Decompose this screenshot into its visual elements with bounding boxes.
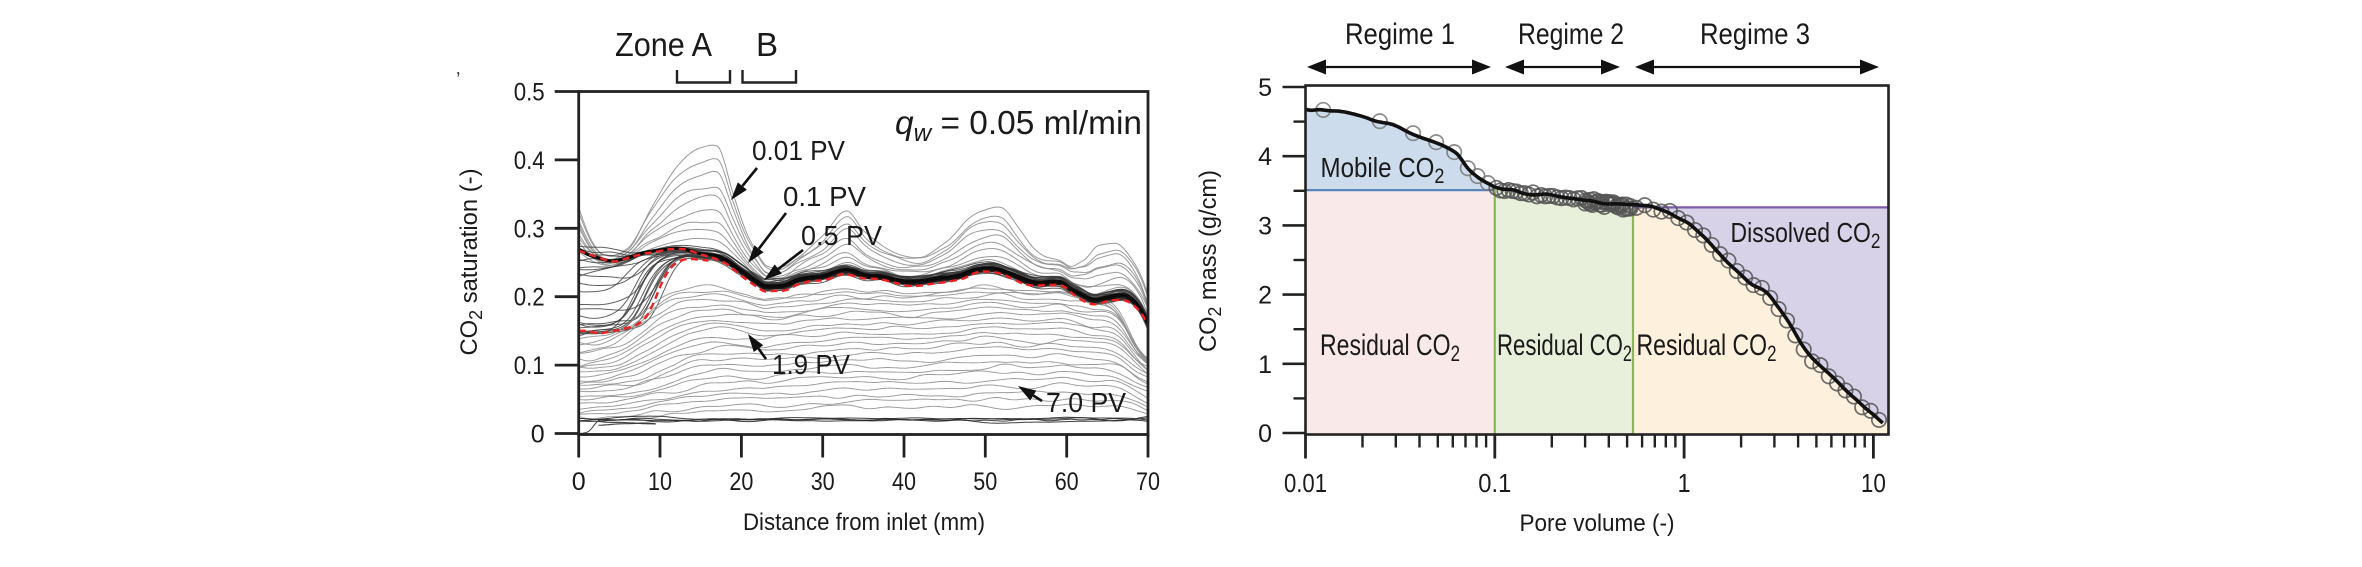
svg-text:0.4: 0.4 (514, 147, 545, 175)
svg-text:40: 40 (892, 468, 916, 496)
svg-text:5: 5 (1258, 74, 1272, 102)
svg-text:0.1: 0.1 (514, 352, 545, 380)
svg-text:0.01 PV: 0.01 PV (752, 135, 845, 166)
svg-text:0: 0 (531, 421, 545, 449)
svg-text:1.9 PV: 1.9 PV (772, 349, 850, 380)
svg-text:Regime 1: Regime 1 (1345, 18, 1455, 51)
svg-text:Residual CO2: Residual CO2 (1637, 329, 1777, 366)
svg-text:50: 50 (973, 468, 997, 496)
svg-text:0: 0 (572, 468, 586, 496)
svg-text:10: 10 (1861, 468, 1886, 498)
svg-text:Residual CO2: Residual CO2 (1497, 329, 1632, 366)
svg-text:0.1: 0.1 (1478, 468, 1511, 498)
svg-text:Pore volume (-): Pore volume (-) (1520, 510, 1675, 537)
svg-text:Zone A: Zone A (615, 26, 712, 63)
svg-text:1: 1 (1678, 468, 1691, 498)
svg-text:Mobile CO2: Mobile CO2 (1321, 152, 1445, 188)
svg-text:B: B (756, 26, 778, 63)
svg-text:Residual CO2: Residual CO2 (1320, 329, 1460, 366)
svg-text:4: 4 (1258, 143, 1272, 171)
svg-text:Distance from inlet (mm): Distance from inlet (mm) (743, 509, 985, 536)
svg-text:Dissolved CO2: Dissolved CO2 (1731, 217, 1881, 253)
svg-text:0.5: 0.5 (514, 79, 545, 107)
svg-text:1: 1 (1258, 351, 1272, 379)
svg-text:70: 70 (1136, 468, 1160, 496)
svg-text:0.3: 0.3 (514, 215, 545, 243)
svg-text:7.0 PV: 7.0 PV (1046, 387, 1126, 418)
svg-text:10: 10 (648, 468, 672, 496)
svg-text:2: 2 (1258, 282, 1272, 310)
svg-text:CO2 saturation (-): CO2 saturation (-) (456, 168, 486, 355)
svg-text:’: ’ (456, 69, 460, 91)
svg-text:CO2 mass (g/cm): CO2 mass (g/cm) (1195, 170, 1225, 352)
svg-text:20: 20 (729, 468, 753, 496)
svg-text:Regime 2: Regime 2 (1518, 18, 1624, 51)
svg-text:3: 3 (1258, 212, 1272, 240)
svg-text:0.2: 0.2 (514, 284, 545, 312)
svg-text:0.01: 0.01 (1284, 468, 1327, 498)
svg-text:0.1 PV: 0.1 PV (783, 181, 866, 212)
svg-text:qw = 0.05 ml/min: qw = 0.05 ml/min (895, 104, 1142, 147)
svg-text:Regime 3: Regime 3 (1700, 18, 1810, 51)
svg-text:30: 30 (811, 468, 835, 496)
svg-text:0: 0 (1258, 420, 1272, 448)
svg-text:0.5 PV: 0.5 PV (801, 220, 882, 251)
svg-text:60: 60 (1055, 468, 1079, 496)
